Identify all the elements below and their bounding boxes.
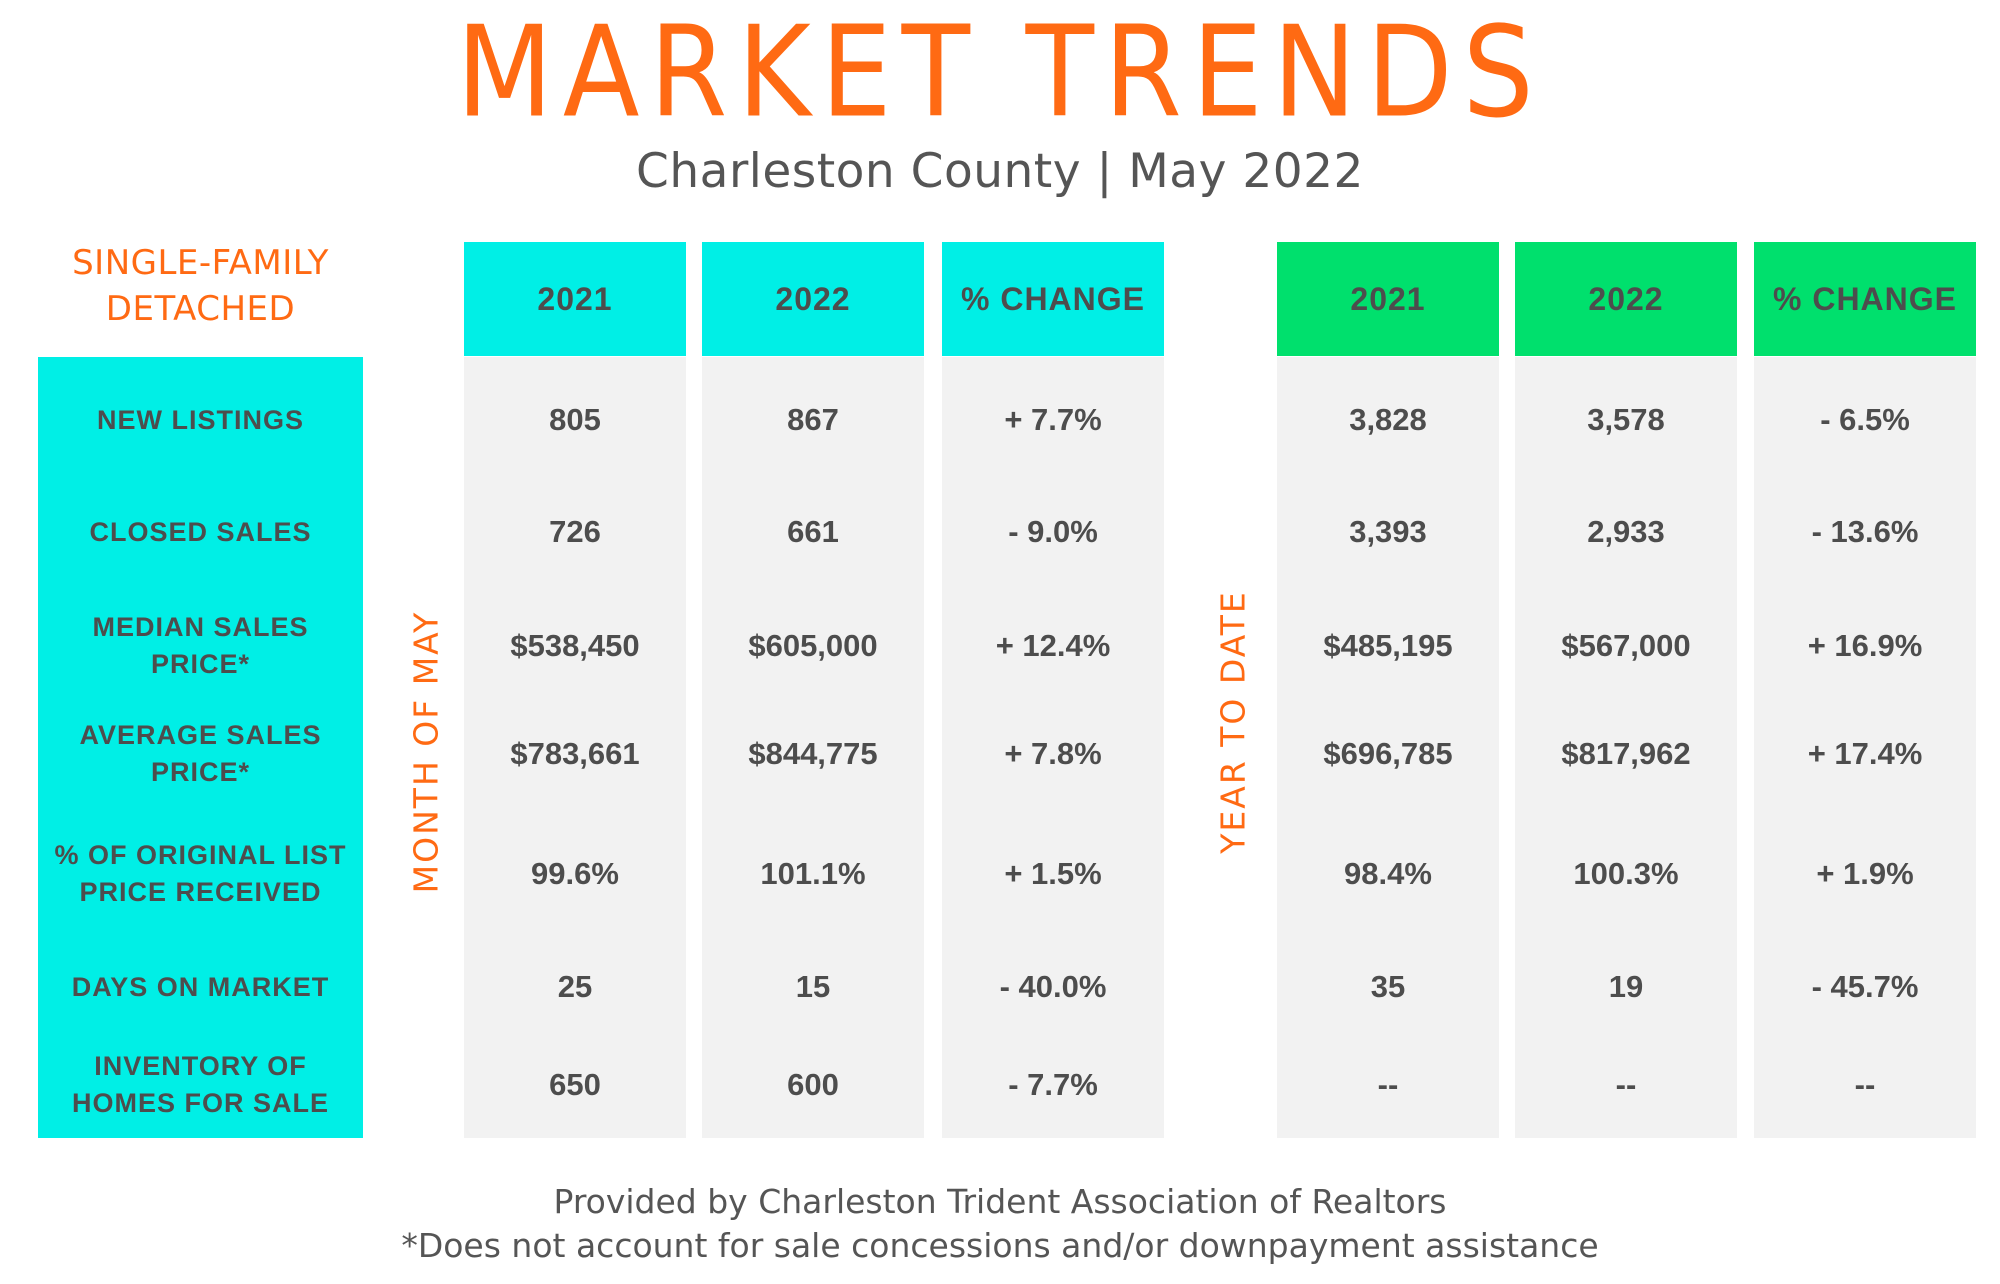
- table-cell: 726: [549, 514, 601, 549]
- table-cell: $605,000: [748, 628, 878, 663]
- column-body: 867 661 $605,000 $844,775 101.1% 15 600: [702, 357, 924, 1138]
- footer-note: *Does not account for sale concessions a…: [401, 1226, 1599, 1265]
- row-label-line: AVERAGE SALES: [79, 720, 322, 750]
- table-cell: --: [1615, 1067, 1637, 1102]
- table-cell: 19: [1608, 969, 1644, 1004]
- row-label-line: INVENTORY OF: [94, 1051, 307, 1081]
- row-label: % OF ORIGINAL LIST PRICE RECEIVED: [38, 837, 363, 911]
- table-cell: 100.3%: [1573, 856, 1679, 891]
- page-subtitle: Charleston County | May 2022: [636, 144, 1364, 199]
- table-cell: + 1.9%: [1816, 856, 1914, 891]
- table-cell: + 7.8%: [1004, 736, 1102, 771]
- table-cell: $538,450: [510, 628, 640, 663]
- table-cell: 35: [1370, 969, 1406, 1004]
- table-cell: + 1.5%: [1004, 856, 1102, 891]
- table-cell: + 17.4%: [1807, 736, 1923, 771]
- column-header: 2021: [1277, 242, 1499, 356]
- table-cell: $783,661: [510, 736, 640, 771]
- table-cell: 98.4%: [1344, 856, 1432, 891]
- footer-source: Provided by Charleston Trident Associati…: [553, 1182, 1447, 1221]
- column-body: 3,578 2,933 $567,000 $817,962 100.3% 19 --: [1515, 357, 1737, 1138]
- row-label-column: NEW LISTINGS CLOSED SALES MEDIAN SALES PRIC…: [38, 357, 363, 1138]
- table-cell: + 16.9%: [1807, 628, 1923, 663]
- category-line-1: SINGLE-FAMILY: [72, 243, 329, 283]
- table-cell: 2,933: [1587, 514, 1665, 549]
- table-cell: 25: [557, 969, 593, 1004]
- table-cell: 3,393: [1349, 514, 1427, 549]
- column-body: + 7.7% - 9.0% + 12.4% + 7.8% + 1.5% - 40.0% - …: [942, 357, 1164, 1138]
- table-cell: $696,785: [1323, 736, 1453, 771]
- row-label-line: % OF ORIGINAL LIST: [54, 840, 347, 870]
- table-cell: 15: [795, 969, 831, 1004]
- row-label: DAYS ON MARKET: [38, 969, 363, 1006]
- table-cell: 650: [549, 1067, 601, 1102]
- table-cell: 600: [787, 1067, 839, 1102]
- table-cell: 3,578: [1587, 402, 1665, 437]
- table-cell: 3,828: [1349, 402, 1427, 437]
- table-cell: --: [1854, 1067, 1876, 1102]
- table-cell: - 13.6%: [1811, 514, 1919, 549]
- table-cell: $567,000: [1561, 628, 1691, 663]
- row-label-line: HOMES FOR SALE: [71, 1088, 329, 1118]
- column-header: 2021: [464, 242, 686, 356]
- row-label: MEDIAN SALES PRICE*: [38, 609, 363, 683]
- column-body: - 6.5% - 13.6% + 16.9% + 17.4% + 1.9% - 45.7%…: [1754, 357, 1976, 1138]
- table-cell: + 12.4%: [995, 628, 1111, 663]
- row-label-line: CLOSED SALES: [89, 516, 312, 547]
- table-cell: 101.1%: [760, 856, 866, 891]
- column-header: 2022: [702, 242, 924, 356]
- column-header: % CHANGE: [1754, 242, 1976, 356]
- row-label: NEW LISTINGS: [38, 402, 363, 439]
- column-header: % CHANGE: [942, 242, 1164, 356]
- table-cell: - 6.5%: [1820, 402, 1910, 437]
- row-label-line: PRICE*: [150, 649, 251, 679]
- page-title: MARKET TRENDS: [456, 0, 1544, 146]
- row-label: AVERAGE SALES PRICE*: [38, 717, 363, 791]
- column-header: 2022: [1515, 242, 1737, 356]
- table-cell: $485,195: [1323, 628, 1453, 663]
- row-label-line: NEW LISTINGS: [97, 404, 304, 435]
- year-to-date-text: YEAR TO DATE: [1213, 590, 1253, 854]
- table-cell: - 45.7%: [1811, 969, 1919, 1004]
- category-line-2: DETACHED: [105, 289, 296, 329]
- table-cell: --: [1377, 1067, 1399, 1102]
- table-cell: 805: [549, 402, 601, 437]
- table-cell: - 40.0%: [999, 969, 1107, 1004]
- table-cell: + 7.7%: [1004, 402, 1102, 437]
- row-label-line: PRICE*: [150, 757, 251, 787]
- table-cell: - 7.7%: [1008, 1067, 1098, 1102]
- row-label: INVENTORY OF HOMES FOR SALE: [38, 1048, 363, 1122]
- table-cell: - 9.0%: [1008, 514, 1098, 549]
- row-label-line: MEDIAN SALES: [92, 612, 309, 642]
- table-cell: 661: [787, 514, 839, 549]
- table-cell: $817,962: [1561, 736, 1691, 771]
- table-cell: 867: [787, 402, 839, 437]
- month-of-may-text: MONTH OF MAY: [406, 610, 446, 894]
- row-label-line: DAYS ON MARKET: [71, 971, 330, 1002]
- table-cell: $844,775: [748, 736, 878, 771]
- column-body: 3,828 3,393 $485,195 $696,785 98.4% 35 --: [1277, 357, 1499, 1138]
- category-label: SINGLE-FAMILY DETACHED: [38, 240, 363, 332]
- row-label-line: PRICE RECEIVED: [79, 877, 322, 907]
- row-label: CLOSED SALES: [38, 514, 363, 551]
- column-body: 805 726 $538,450 $783,661 99.6% 25 650: [464, 357, 686, 1138]
- table-cell: 99.6%: [531, 856, 619, 891]
